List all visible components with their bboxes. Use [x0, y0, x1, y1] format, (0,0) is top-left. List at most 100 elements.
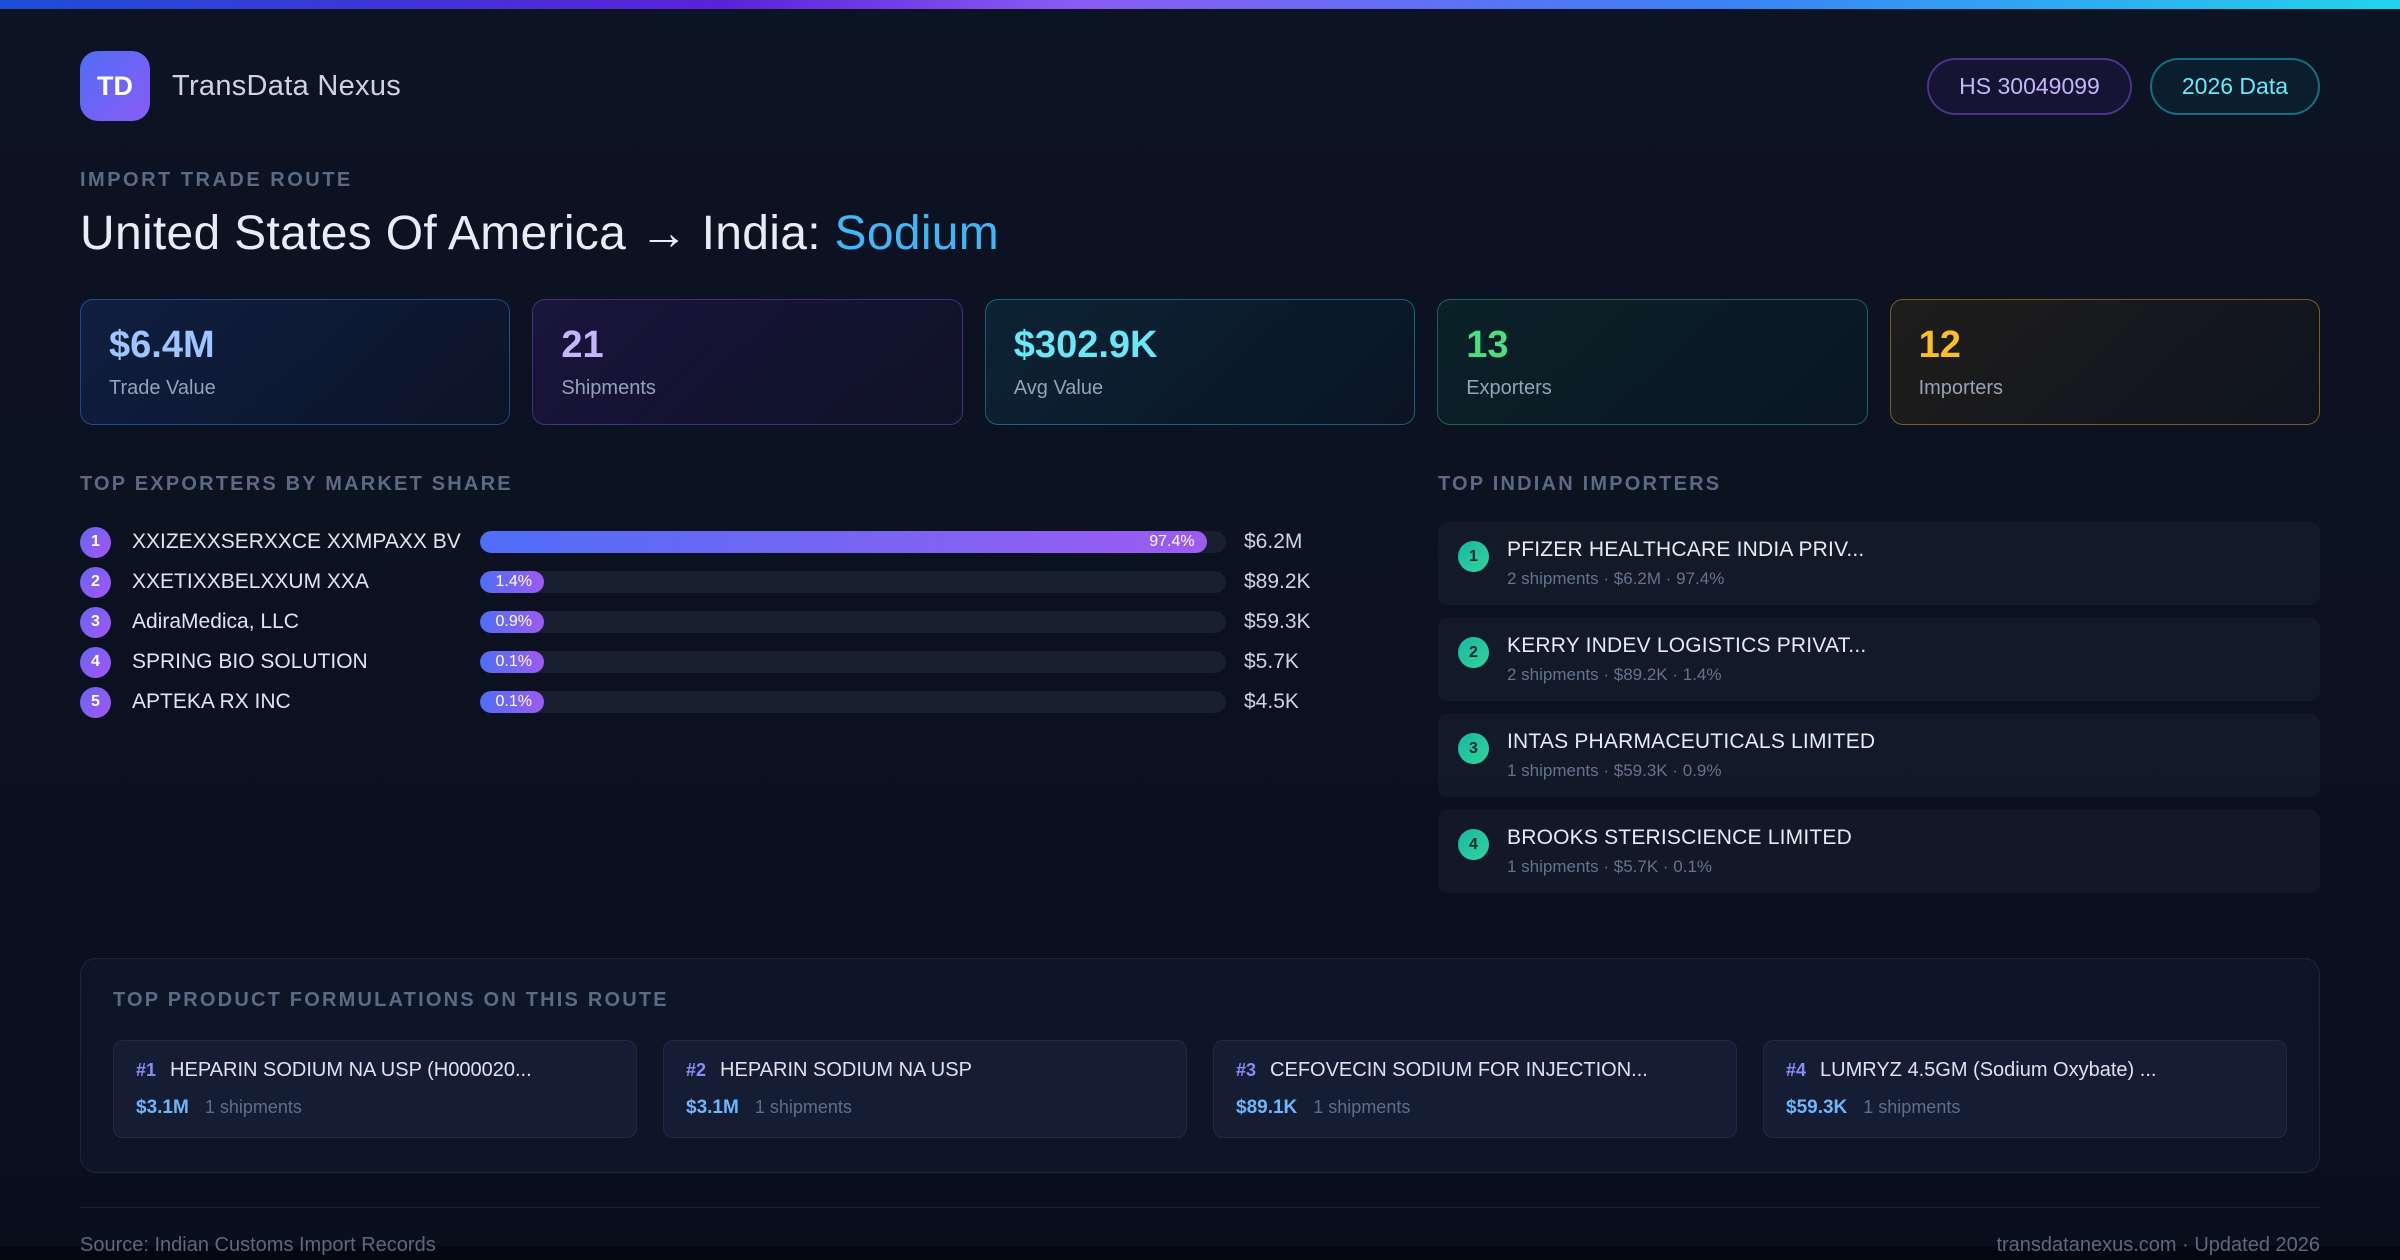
stat-label: Avg Value: [1013, 377, 1104, 399]
route-eyebrow: IMPORT TRADE ROUTE: [80, 169, 353, 191]
exporters-heading: TOP EXPORTERS BY MARKET SHARE: [80, 473, 513, 495]
app-logo: TD: [80, 51, 150, 121]
hs-code-badge[interactable]: HS 30049099: [1927, 57, 2132, 115]
product-shipments: 1 shipments: [204, 1097, 302, 1117]
products-panel: TOP PRODUCT FORMULATIONS ON THIS ROUTE #…: [80, 958, 2320, 1173]
header: TD TransData Nexus HS 30049099 2026 Data: [80, 9, 2320, 121]
exporter-value: $6.2M: [1244, 530, 1303, 553]
top-accent-bar: [0, 0, 2400, 9]
market-share-bar: 0.9%: [480, 611, 1226, 633]
importer-row: 3 INTAS PHARMACEUTICALS LIMITED 1 shipme…: [1438, 714, 2320, 797]
product-stats-row: $3.1M 1 shipments: [686, 1097, 1164, 1119]
exporter-row: 4 SPRING BIO SOLUTION 0.1% $5.7K: [80, 642, 1354, 682]
header-badges: HS 30049099 2026 Data: [1927, 57, 2320, 115]
importer-name: INTAS PHARMACEUTICALS LIMITED: [1507, 730, 1876, 753]
market-share-fill: 1.4%: [480, 571, 544, 593]
product-stats-row: $59.3K 1 shipments: [1786, 1097, 2264, 1119]
exporter-name: AdiraMedica, LLC: [132, 610, 299, 633]
product-title-row: #1 HEPARIN SODIUM NA USP (H000020...: [136, 1059, 614, 1082]
stat-value: 21: [561, 324, 604, 366]
product-value: $59.3K: [1786, 1097, 1848, 1118]
rank-badge: 4: [80, 646, 111, 678]
page-title-route: United States Of America → India:: [80, 207, 835, 260]
app-name: TransData Nexus: [172, 69, 402, 102]
product-value: $3.1M: [136, 1097, 189, 1118]
exporters-list: 1 XXIZEXXSERXXCE XXMPAXX BV 97.4% $6.2M …: [80, 522, 1354, 722]
market-share-fill: 0.1%: [480, 651, 544, 673]
market-share-fill: 0.9%: [480, 611, 544, 633]
importer-info: BROOKS STERISCIENCE LIMITED 1 shipments …: [1507, 826, 1852, 877]
stat-label: Exporters: [1466, 377, 1552, 399]
importer-name: KERRY INDEV LOGISTICS PRIVAT...: [1507, 634, 1867, 657]
importer-row: 4 BROOKS STERISCIENCE LIMITED 1 shipment…: [1438, 810, 2320, 893]
product-card: #4 LUMRYZ 4.5GM (Sodium Oxybate) ... $59…: [1763, 1040, 2287, 1138]
market-share-fill: 0.1%: [480, 691, 544, 713]
product-rank: #2: [686, 1060, 707, 1080]
product-card: #3 CEFOVECIN SODIUM FOR INJECTION... $89…: [1213, 1040, 1737, 1138]
rank-badge: 2: [1458, 637, 1489, 668]
stat-shipments: 21 Shipments: [532, 299, 963, 425]
product-value: $3.1M: [686, 1097, 739, 1118]
exporters-section: TOP EXPORTERS BY MARKET SHARE 1 XXIZEXXS…: [80, 473, 1354, 722]
product-stats-row: $89.1K 1 shipments: [1236, 1097, 1714, 1119]
exporter-value: $5.7K: [1244, 650, 1299, 673]
product-rank: #3: [1236, 1060, 1257, 1080]
rank-badge: 3: [1458, 733, 1489, 764]
stat-label: Trade Value: [109, 377, 216, 399]
market-share-label: 0.9%: [495, 613, 532, 630]
market-share-label: 1.4%: [495, 573, 532, 590]
importer-name: BROOKS STERISCIENCE LIMITED: [1507, 826, 1852, 849]
rank-badge: 2: [80, 566, 111, 598]
exporter-name: XXETIXXBELXXUM XXA: [132, 570, 369, 593]
stat-label: Importers: [1918, 377, 2004, 399]
exporter-value: $89.2K: [1244, 570, 1311, 593]
product-shipments: 1 shipments: [754, 1097, 852, 1117]
importer-meta: 1 shipments · $59.3K · 0.9%: [1507, 761, 1722, 780]
importer-info: PFIZER HEALTHCARE INDIA PRIV... 2 shipme…: [1507, 538, 1864, 589]
product-name: LUMRYZ 4.5GM (Sodium Oxybate) ...: [1820, 1059, 2157, 1081]
product-shipments: 1 shipments: [1863, 1097, 1961, 1117]
market-share-bar: 0.1%: [480, 691, 1226, 713]
rank-badge: 1: [80, 526, 111, 558]
year-data-badge[interactable]: 2026 Data: [2149, 57, 2320, 115]
market-share-label: 0.1%: [495, 653, 532, 670]
footer-source: Source: Indian Customs Import Records: [80, 1234, 436, 1256]
product-name: HEPARIN SODIUM NA USP (H000020...: [170, 1059, 532, 1081]
stat-trade-value: $6.4M Trade Value: [80, 299, 511, 425]
product-rank: #1: [136, 1060, 157, 1080]
product-name: HEPARIN SODIUM NA USP: [720, 1059, 972, 1081]
stat-avg-value: $302.9K Avg Value: [984, 299, 1416, 425]
stat-importers: 12 Importers: [1889, 299, 2320, 425]
importers-heading: TOP INDIAN IMPORTERS: [1438, 473, 1722, 495]
brand: TD TransData Nexus: [80, 51, 401, 121]
stat-value: 13: [1466, 324, 1509, 366]
rank-badge: 3: [80, 606, 111, 638]
app-root: TD TransData Nexus HS 30049099 2026 Data…: [0, 9, 2400, 1256]
market-share-bar: 0.1%: [480, 651, 1226, 673]
importer-meta: 2 shipments · $6.2M · 97.4%: [1507, 569, 1725, 588]
product-title-row: #2 HEPARIN SODIUM NA USP: [686, 1059, 1164, 1082]
page-title: United States Of America → India: Sodium: [80, 206, 2320, 261]
stat-exporters: 13 Exporters: [1437, 299, 1868, 425]
importer-meta: 2 shipments · $89.2K · 1.4%: [1507, 665, 1722, 684]
main-columns: TOP EXPORTERS BY MARKET SHARE 1 XXIZEXXS…: [80, 473, 2320, 906]
footer-site: transdatanexus.com · Updated 2026: [1996, 1234, 2320, 1256]
importers-section: TOP INDIAN IMPORTERS 1 PFIZER HEALTHCARE…: [1438, 473, 2320, 906]
market-share-label: 0.1%: [495, 693, 532, 710]
exporter-row: 1 XXIZEXXSERXXCE XXMPAXX BV 97.4% $6.2M: [80, 522, 1354, 562]
product-title-row: #4 LUMRYZ 4.5GM (Sodium Oxybate) ...: [1786, 1059, 2264, 1082]
exporter-value: $59.3K: [1244, 610, 1311, 633]
stat-value: $6.4M: [109, 324, 215, 366]
products-heading: TOP PRODUCT FORMULATIONS ON THIS ROUTE: [113, 989, 669, 1011]
market-share-bar: 1.4%: [480, 571, 1226, 593]
exporter-name: APTEKA RX INC: [132, 690, 291, 713]
rank-badge: 1: [1458, 541, 1489, 572]
stat-label: Shipments: [561, 377, 656, 399]
rank-badge: 4: [1458, 829, 1489, 860]
exporter-row: 5 APTEKA RX INC 0.1% $4.5K: [80, 682, 1354, 722]
importer-row: 2 KERRY INDEV LOGISTICS PRIVAT... 2 ship…: [1438, 618, 2320, 701]
importer-name: PFIZER HEALTHCARE INDIA PRIV...: [1507, 538, 1865, 561]
exporter-name: XXIZEXXSERXXCE XXMPAXX BV: [132, 530, 461, 553]
product-name: CEFOVECIN SODIUM FOR INJECTION...: [1270, 1059, 1648, 1081]
importers-list: 1 PFIZER HEALTHCARE INDIA PRIV... 2 ship…: [1438, 522, 2320, 893]
